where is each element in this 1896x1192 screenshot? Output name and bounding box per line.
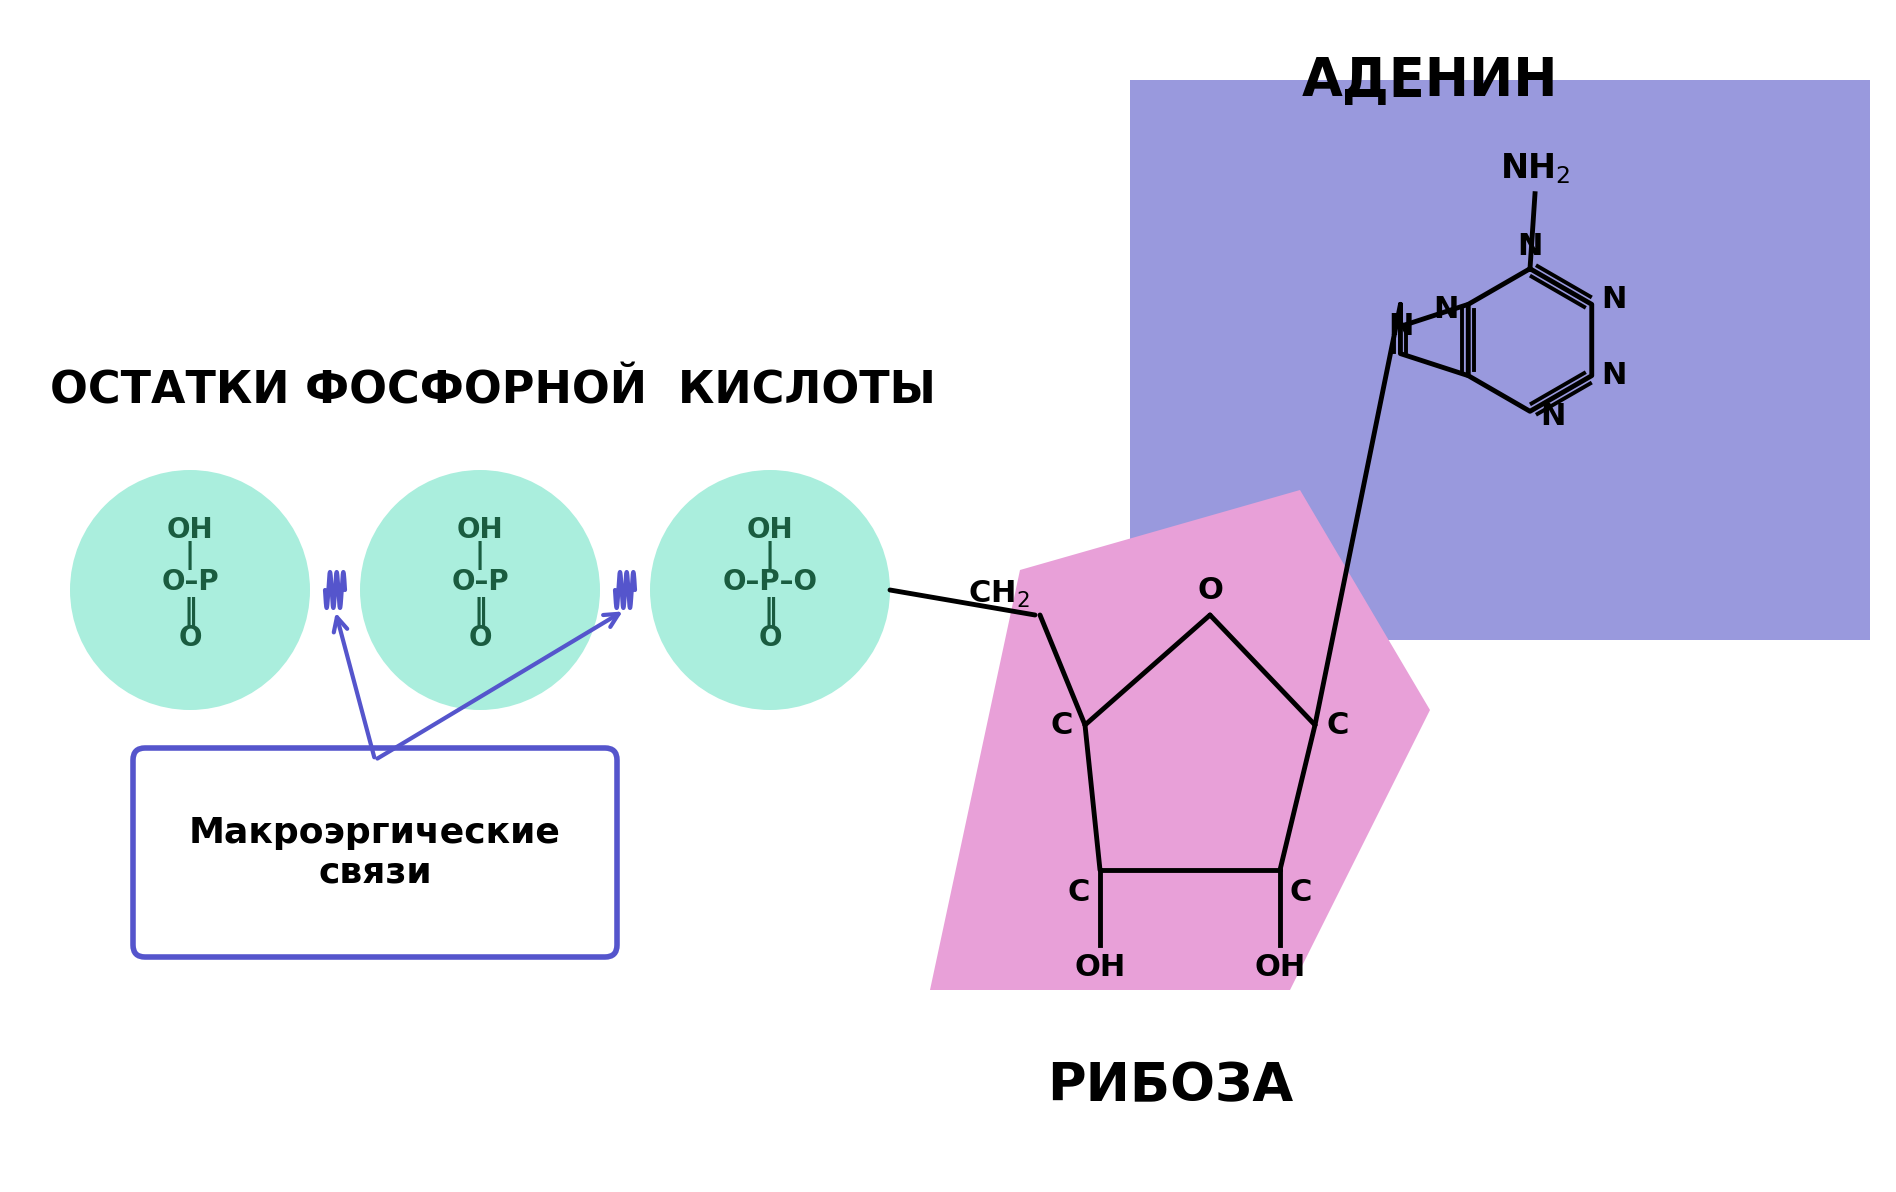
Ellipse shape [650, 470, 889, 710]
Text: N: N [1388, 312, 1413, 341]
Text: ‖: ‖ [762, 597, 777, 627]
Ellipse shape [360, 470, 599, 710]
Text: N: N [1540, 402, 1566, 430]
Text: OH: OH [457, 516, 502, 544]
Text: OH: OH [1075, 952, 1126, 982]
Text: |: | [186, 540, 195, 570]
Text: Макроэргические
связи: Макроэргические связи [190, 815, 561, 889]
Text: |: | [764, 540, 775, 570]
Text: NH$_2$: NH$_2$ [1500, 151, 1570, 186]
Text: N: N [1433, 294, 1458, 324]
Text: CH$_2$: CH$_2$ [969, 579, 1030, 610]
Text: O: O [1196, 576, 1223, 606]
Polygon shape [931, 490, 1430, 991]
Text: АДЕНИН: АДЕНИН [1303, 55, 1559, 107]
Text: |: | [474, 540, 485, 570]
FancyBboxPatch shape [1130, 80, 1869, 640]
Text: C: C [1327, 710, 1350, 739]
Text: O: O [178, 623, 201, 652]
Ellipse shape [70, 470, 311, 710]
Text: N: N [1602, 285, 1627, 313]
Text: ‖: ‖ [184, 597, 197, 627]
Text: ОСТАТКИ ФОСФОРНОЙ  КИСЛОТЫ: ОСТАТКИ ФОСФОРНОЙ КИСЛОТЫ [49, 370, 937, 412]
Text: OH: OH [167, 516, 214, 544]
Text: OH: OH [747, 516, 793, 544]
Text: C: C [1067, 879, 1090, 907]
Text: N: N [1517, 231, 1543, 261]
Text: O: O [468, 623, 491, 652]
FancyBboxPatch shape [133, 749, 616, 957]
Text: O–P–O: O–P–O [722, 569, 817, 596]
Text: C: C [1050, 710, 1073, 739]
Text: O–P: O–P [161, 569, 218, 596]
Text: C: C [1289, 879, 1312, 907]
Text: O: O [758, 623, 781, 652]
Text: РИБОЗА: РИБОЗА [1047, 1060, 1293, 1112]
Text: ‖: ‖ [474, 597, 487, 627]
Text: OH: OH [1255, 952, 1306, 982]
Text: N: N [1602, 361, 1627, 390]
Text: O–P: O–P [451, 569, 508, 596]
